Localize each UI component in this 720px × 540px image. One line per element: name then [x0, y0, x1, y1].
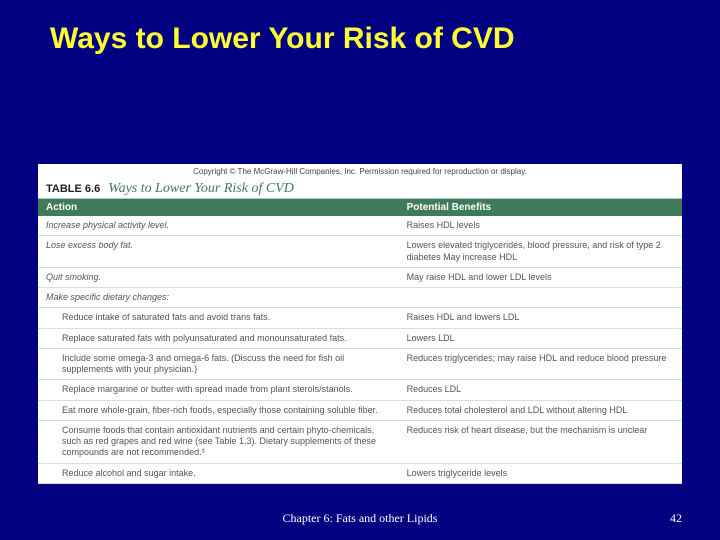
cell-action: Replace margarine or butter with spread … — [38, 380, 399, 399]
table-header: Action Potential Benefits — [38, 199, 682, 216]
cell-action: Reduce alcohol and sugar intake. — [38, 464, 399, 483]
cell-action: Reduce intake of saturated fats and avoi… — [38, 308, 399, 327]
table-row: Reduce alcohol and sugar intake.Lowers t… — [38, 464, 682, 484]
table-row: Consume foods that contain antioxidant n… — [38, 421, 682, 464]
table-body: Increase physical activity level.Raises … — [38, 216, 682, 484]
cell-action: Replace saturated fats with polyunsatura… — [38, 329, 399, 348]
cell-benefit: Lowers elevated triglycerides, blood pre… — [399, 236, 682, 267]
cell-action: Eat more whole-grain, fiber-rich foods, … — [38, 401, 399, 420]
table-row: Quit smoking.May raise HDL and lower LDL… — [38, 268, 682, 288]
table-number: TABLE 6.6 — [46, 183, 100, 195]
table-row: Make specific dietary changes: — [38, 288, 682, 308]
cell-benefit: Reduces total cholesterol and LDL withou… — [399, 401, 682, 420]
table-row: Replace margarine or butter with spread … — [38, 380, 682, 400]
table-caption: Ways to Lower Your Risk of CVD — [108, 181, 294, 197]
table-row: Lose excess body fat.Lowers elevated tri… — [38, 236, 682, 268]
cell-benefit: Reduces LDL — [399, 380, 682, 399]
cell-action: Quit smoking. — [38, 268, 399, 287]
cell-benefit: Lowers LDL — [399, 329, 682, 348]
slide-title: Ways to Lower Your Risk of CVD — [0, 0, 720, 56]
cell-benefit — [399, 288, 682, 307]
col-header-benefit: Potential Benefits — [399, 199, 682, 216]
table-row: Replace saturated fats with polyunsatura… — [38, 329, 682, 349]
table-row: Eat more whole-grain, fiber-rich foods, … — [38, 401, 682, 421]
copyright-text: Copyright © The McGraw-Hill Companies, I… — [38, 164, 682, 181]
cell-benefit: Reduces risk of heart disease, but the m… — [399, 421, 682, 463]
table-row: Reduce intake of saturated fats and avoi… — [38, 308, 682, 328]
table-row: Increase physical activity level.Raises … — [38, 216, 682, 236]
col-header-action: Action — [38, 199, 399, 216]
cell-benefit: Raises HDL and lowers LDL — [399, 308, 682, 327]
table-container: Copyright © The McGraw-Hill Companies, I… — [38, 164, 682, 484]
page-number: 42 — [670, 511, 682, 526]
footer-center-text: Chapter 6: Fats and other Lipids — [0, 511, 720, 526]
cell-action: Lose excess body fat. — [38, 236, 399, 267]
cell-action: Increase physical activity level. — [38, 216, 399, 235]
cell-benefit: Reduces triglycerides; may raise HDL and… — [399, 349, 682, 380]
cell-benefit: Raises HDL levels — [399, 216, 682, 235]
table-label-row: TABLE 6.6 Ways to Lower Your Risk of CVD — [38, 181, 682, 199]
cell-benefit: May raise HDL and lower LDL levels — [399, 268, 682, 287]
cell-benefit: Lowers triglyceride levels — [399, 464, 682, 483]
table-row: Include some omega-3 and omega-6 fats. (… — [38, 349, 682, 381]
cell-action: Include some omega-3 and omega-6 fats. (… — [38, 349, 399, 380]
cell-action: Consume foods that contain antioxidant n… — [38, 421, 399, 463]
cell-action: Make specific dietary changes: — [38, 288, 399, 307]
